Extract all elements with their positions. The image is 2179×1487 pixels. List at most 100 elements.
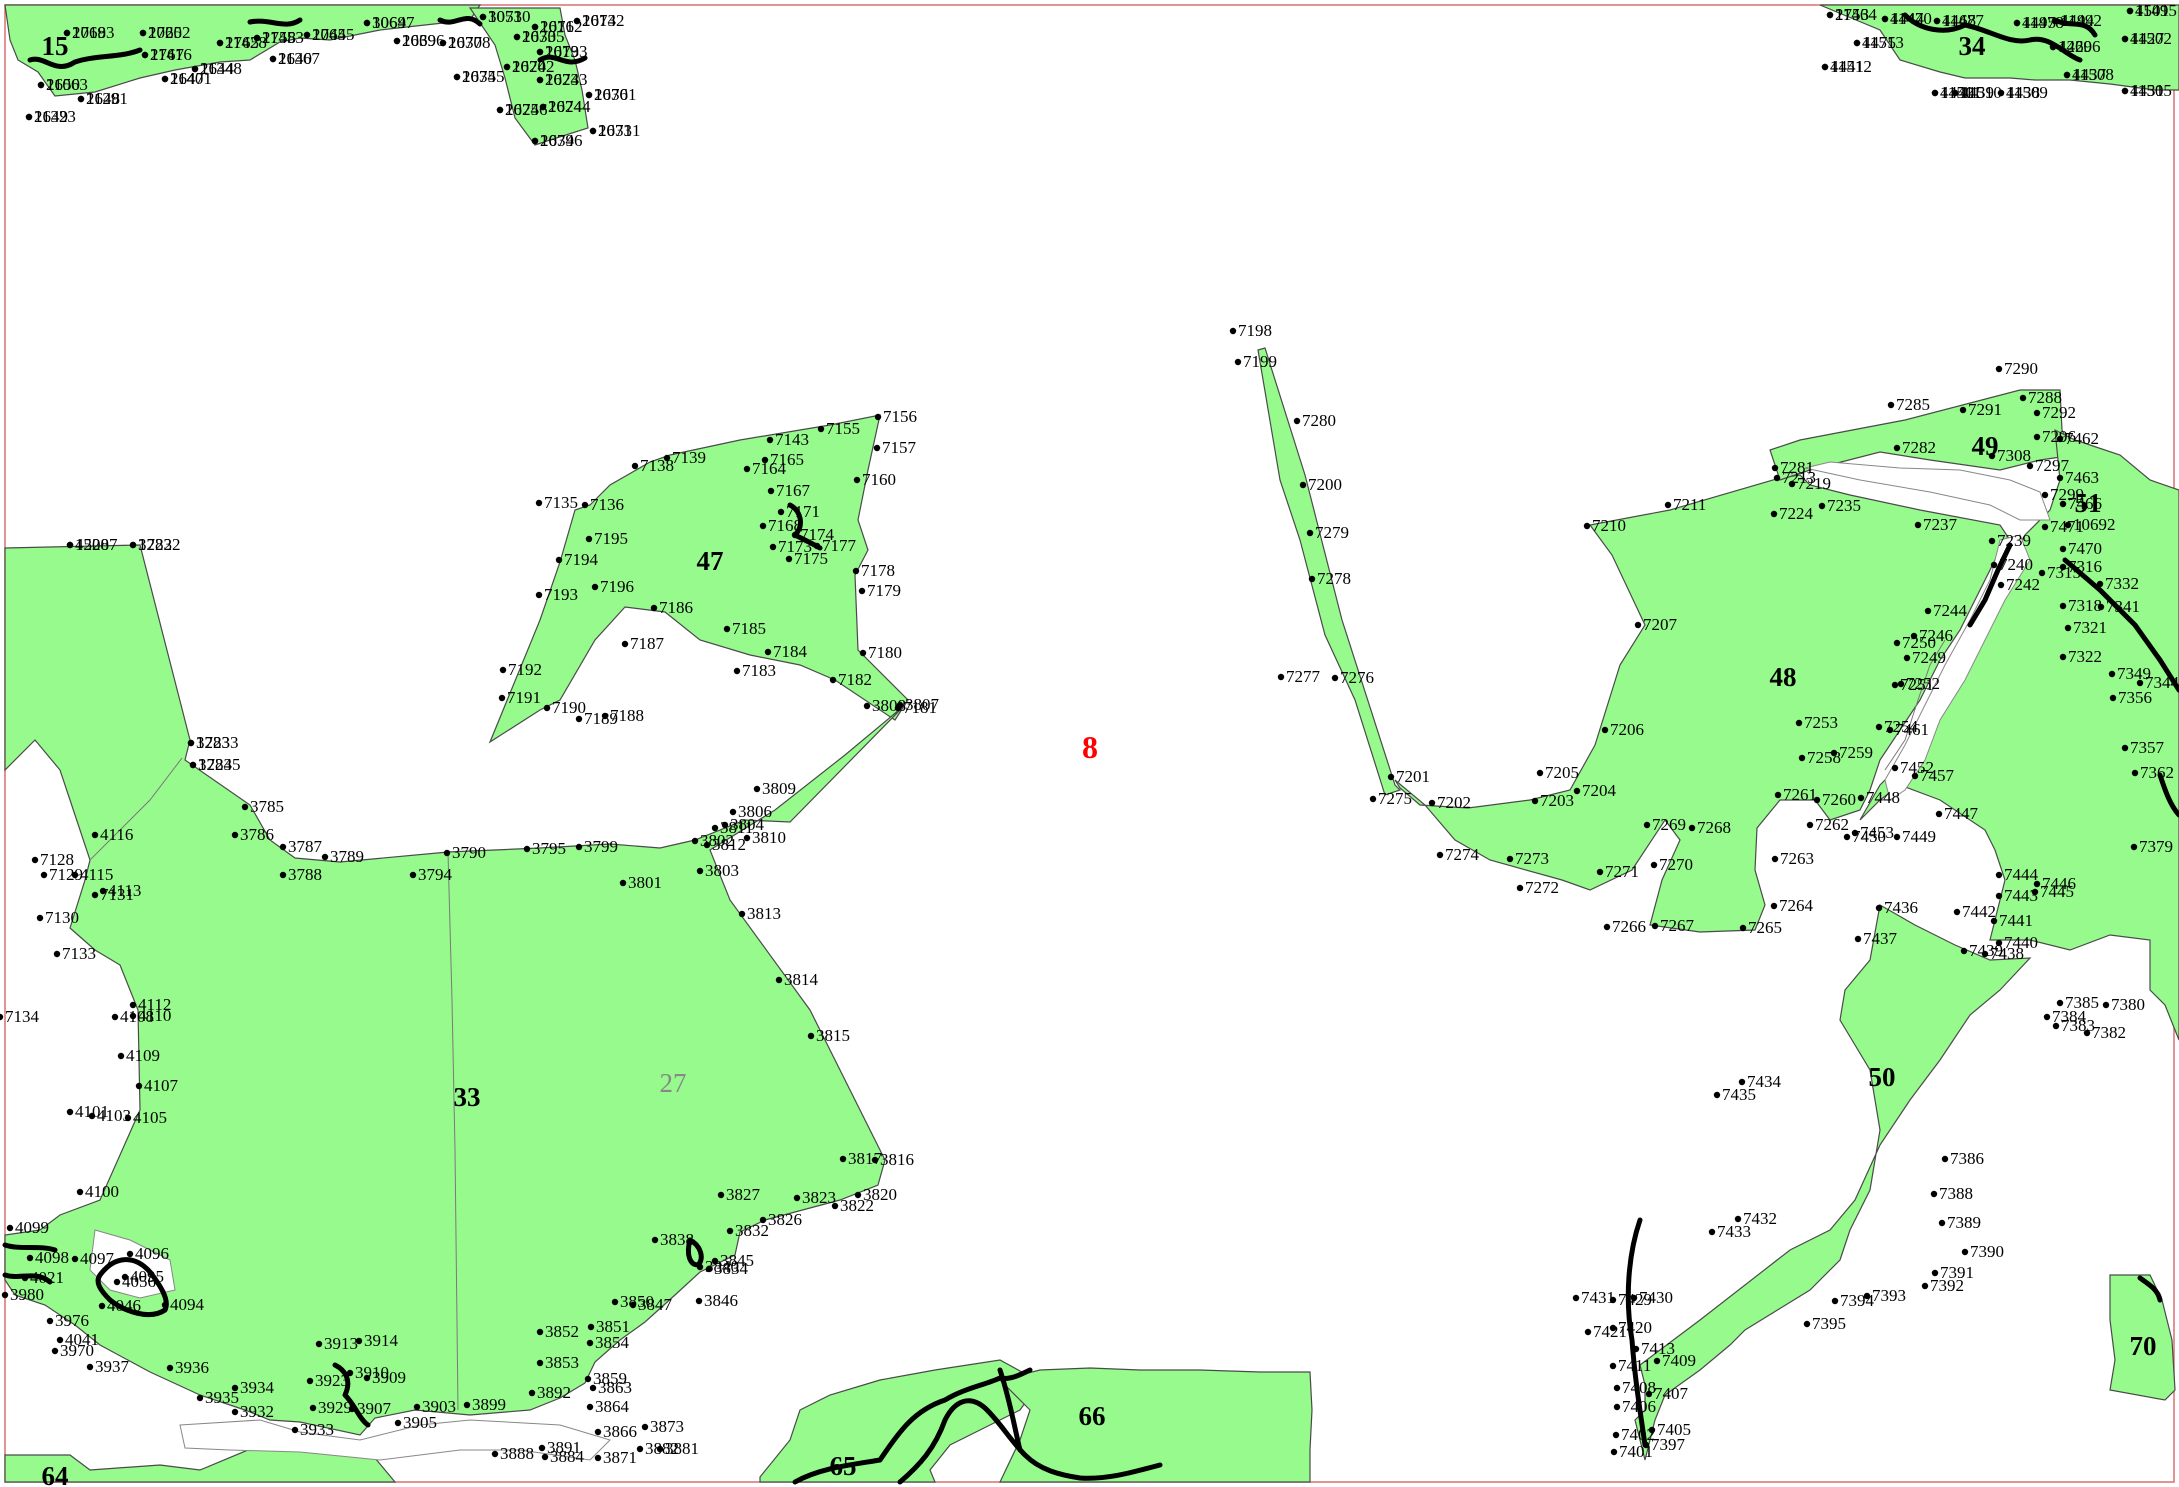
point-label: 4469 (2058, 37, 2092, 56)
point-label: 2745 (312, 25, 346, 44)
point-label: 10745 (462, 67, 505, 86)
point-label: 3873 (650, 1417, 684, 1436)
point-label: 3812 (712, 835, 746, 854)
point-label: 7431 (1581, 1288, 1615, 1307)
vertex-dot (66, 1108, 74, 1116)
vertex-dot (1584, 1328, 1592, 1336)
point-label: 10692 (2073, 515, 2116, 534)
point-label: 7249 (1912, 648, 1946, 667)
point-label: 3794 (418, 865, 453, 884)
vertex-dot (1583, 522, 1591, 530)
vertex-dot (2019, 394, 2027, 402)
vertex-dot (829, 676, 837, 684)
vertex-dot (555, 556, 563, 564)
point-label: 7138 (640, 456, 674, 475)
point-label: 3815 (816, 1026, 850, 1045)
point-label: 7445 (2040, 882, 2074, 901)
point-label: 4438 (2006, 83, 2040, 102)
vertex-dot (1924, 607, 1932, 615)
point-label: 4431 (2130, 81, 2164, 100)
vertex-dot (1853, 39, 1861, 47)
vertex-dot (2052, 1022, 2060, 1030)
vertex-dot (1961, 1248, 1969, 1256)
parcel-area-33 (4, 544, 906, 1436)
point-label: 3783 (196, 733, 230, 752)
point-label: 4110 (138, 1006, 171, 1025)
vertex-dot (309, 1404, 317, 1412)
point-label: 7202 (1437, 793, 1471, 812)
vertex-dot (1903, 654, 1911, 662)
vertex-dot (2108, 670, 2116, 678)
point-label: 7185 (732, 619, 766, 638)
point-label: 11464 (1835, 5, 1877, 24)
vertex-dot (1843, 833, 1851, 841)
vertex-dot (766, 436, 774, 444)
vertex-dot (113, 1278, 121, 1286)
vertex-dot (26, 1254, 34, 1262)
vertex-dot (852, 567, 860, 575)
point-label: 7200 (1308, 475, 1342, 494)
point-label: 7285 (1896, 395, 1930, 414)
point-label: 2637 (448, 33, 483, 52)
vertex-dot (2130, 843, 2138, 851)
point-label: 7180 (868, 643, 902, 662)
vertex-dot (594, 1454, 602, 1462)
point-label: 3826 (768, 1210, 802, 1229)
point-label: 7199 (1243, 352, 1277, 371)
vertex-dot (1609, 1296, 1617, 1304)
point-label: 7439 (1969, 941, 2003, 960)
point-label: 10732 (582, 11, 625, 30)
parcel-area-47 (488, 414, 909, 744)
vertex-dot (91, 831, 99, 839)
boundary-3905 (332, 1362, 371, 1428)
point-label: 7280 (1302, 411, 1336, 430)
vertex-dot (36, 914, 44, 922)
vertex-dot (711, 1257, 719, 1265)
point-label: 3823 (802, 1188, 836, 1207)
point-label: 11505 (2130, 81, 2172, 100)
point-label: 3820 (863, 1185, 897, 1204)
point-label: 3809 (762, 779, 796, 798)
point-label: 2630 (522, 27, 556, 46)
point-label: 7189 (584, 709, 618, 728)
vertex-dot (1770, 902, 1778, 910)
point-label: 4056 (122, 1272, 156, 1291)
point-label: 3786 (240, 825, 274, 844)
vertex-dot (503, 63, 511, 71)
point-label: 11348 (200, 59, 242, 78)
vertex-dot (1531, 797, 1539, 805)
point-label: 4441 (1830, 57, 1864, 76)
point-label: 4097 (80, 1249, 115, 1268)
point-label: 7143 (775, 430, 809, 449)
point-label: 10652 (148, 23, 191, 42)
vertex-dot (453, 73, 461, 81)
split-48-a (1884, 639, 1946, 771)
point-label: 3799 (584, 837, 618, 856)
point-label: 7173 (778, 537, 812, 556)
parcel-label-27: 27 (660, 1068, 687, 1098)
point-label: 10645 (312, 25, 355, 44)
parcel-label-64: 64 (42, 1461, 69, 1487)
vertex-dot (1887, 401, 1895, 409)
vertex-dot (303, 31, 311, 39)
vertex-dot (2109, 694, 2117, 702)
point-label: 2647 (170, 69, 205, 88)
point-label: 7322 (2068, 647, 2102, 666)
point-label: 7275 (1378, 789, 1412, 808)
point-label: 7349 (2117, 664, 2151, 683)
point-label: 7389 (1947, 1213, 1981, 1232)
vertex-dot (854, 1191, 862, 1199)
point-label: 10746 (505, 100, 548, 119)
vertex-dot (589, 127, 597, 135)
point-label: 10744 (548, 97, 591, 116)
point-label: 10710 (488, 7, 531, 26)
vertex-dot (91, 891, 99, 899)
vertex-dot (1931, 89, 1939, 97)
vertex-dot (2041, 491, 2049, 499)
vertex-dot (1573, 787, 1581, 795)
point-label: 4495 (2022, 13, 2056, 32)
vertex-dot (587, 1323, 595, 1331)
vertex-dot (2049, 43, 2057, 51)
point-label: 7211 (1673, 495, 1706, 514)
vertex-dot (1770, 510, 1778, 518)
